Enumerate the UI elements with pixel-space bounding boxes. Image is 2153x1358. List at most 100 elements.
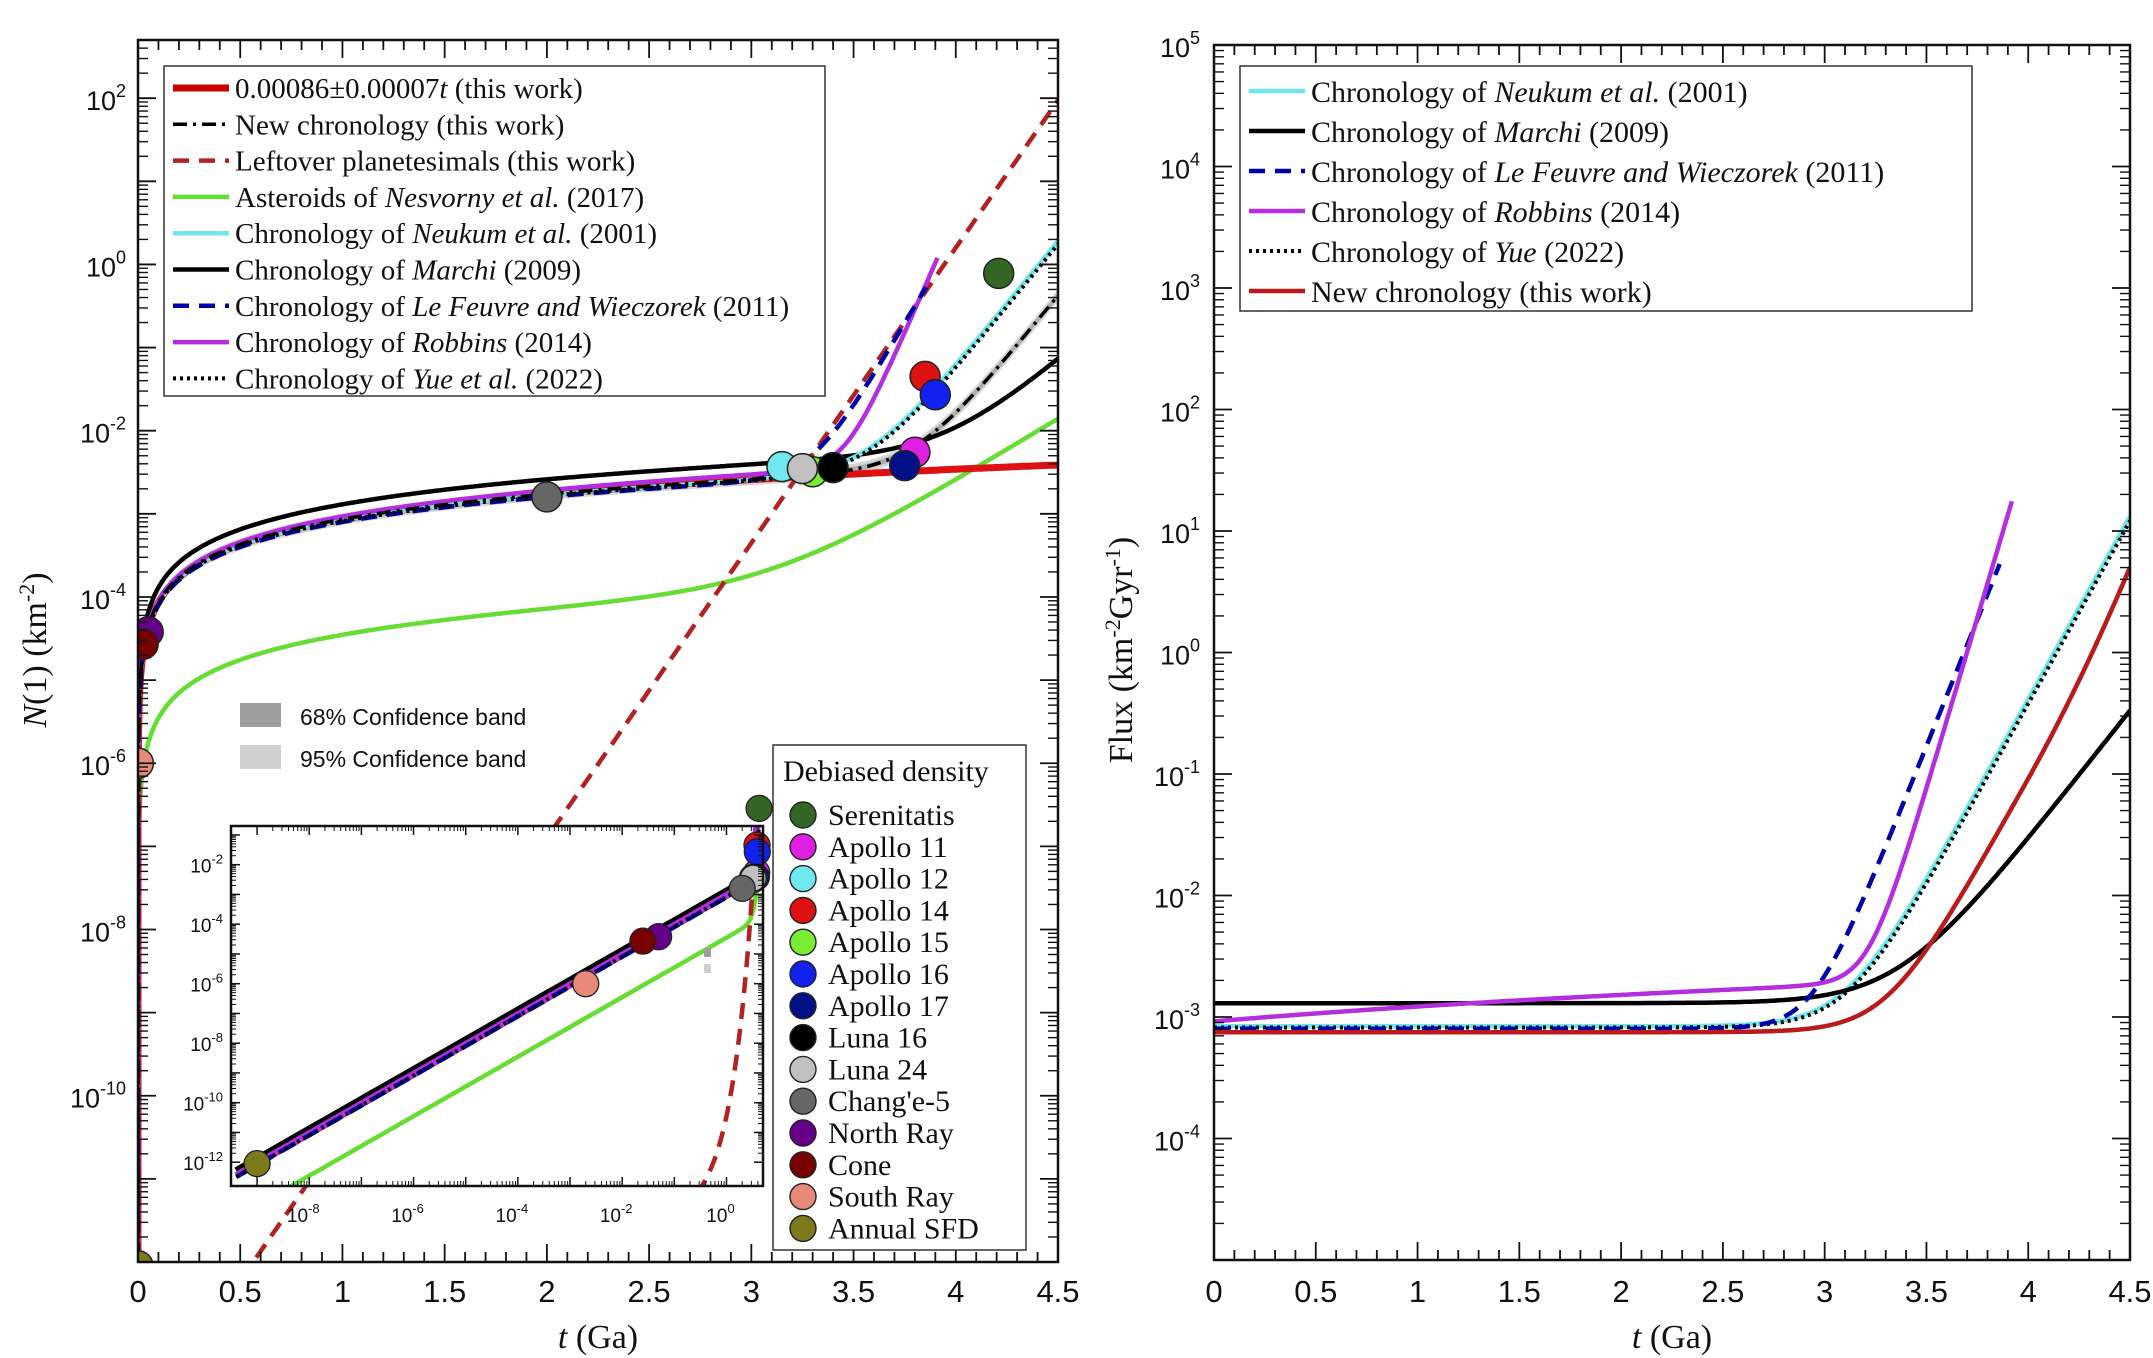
right-legend-label: New chronology (this work)	[1311, 276, 1652, 309]
flux-curve-marchi	[1214, 709, 2130, 1006]
inset-point-south-ray	[572, 970, 600, 998]
left-legend-label: Asteroids of Nesvorny et al. (2017)	[235, 182, 644, 214]
inset-band-mark-95	[704, 964, 711, 973]
inset-y-tick-label: 10-10	[183, 1090, 223, 1116]
right-curves	[1214, 500, 2130, 1035]
inset-point-apollo-16	[743, 838, 771, 866]
right-y-tick-label: 102	[1160, 393, 1200, 428]
points-legend-marker	[789, 928, 817, 956]
points-legend-label: Apollo 17	[828, 990, 949, 1023]
right-y-tick-label: 10-3	[1154, 1000, 1200, 1035]
right-x-tick-label: 2	[1612, 1274, 1629, 1309]
left-legend-label: Chronology of Neukum et al. (2001)	[235, 218, 657, 250]
flux-curve-yue	[1214, 519, 2130, 1030]
points-legend-label: Apollo 15	[828, 926, 949, 959]
left-legend-label: Chronology of Marchi (2009)	[235, 255, 581, 287]
inset-curve-asteroids	[286, 860, 763, 1186]
right-legend-label: Chronology of Marchi (2009)	[1311, 116, 1669, 149]
left-legend-label: Chronology of Le Feuvre and Wieczorek (2…	[235, 291, 789, 323]
points-legend-label: Serenitatis	[828, 799, 955, 832]
inset-plot: 10-8 10-6 10-4 10-2 100 10-2 10-4 10-6 10-8 10-10…	[183, 794, 773, 1227]
band-95-swatch	[240, 745, 281, 769]
left-x-tick-label: 0.5	[219, 1274, 262, 1309]
points-legend-label: Luna 24	[828, 1053, 927, 1086]
points-legend-label: Chang'e-5	[828, 1085, 950, 1118]
left-x-tick-label: 0	[129, 1274, 146, 1309]
confidence-band-legend: 68% Confidence band 95% Confidence band	[240, 703, 526, 772]
right-y-tick-label: 105	[1160, 28, 1200, 63]
left-legend-label: 0.00086±0.00007t (this work)	[235, 73, 583, 105]
right-x-tick-label: 1	[1409, 1274, 1426, 1309]
inset-x-tick-label: 10-4	[496, 1201, 529, 1227]
right-x-tick-label: 4.5	[2108, 1274, 2151, 1309]
inset-band-mark-68	[704, 948, 711, 957]
flux-curve-neukum	[1214, 515, 2130, 1029]
points-legend-title: Debiased density	[783, 755, 989, 788]
right-x-tick-labels: 0 0.5 1 1.5 2 2.5 3 3.5 4 4.5	[1205, 1274, 2151, 1309]
points-legend-marker	[789, 1055, 817, 1084]
right-y-tick-label: 104	[1160, 150, 1200, 185]
inset-curves	[234, 826, 763, 1186]
left-x-tick-label: 1	[334, 1274, 351, 1309]
data-point-serenitatis	[982, 257, 1015, 290]
points-legend-marker	[789, 1023, 817, 1052]
right-legend: Chronology of Neukum et al. (2001) Chrono…	[1239, 65, 1973, 312]
inset-point-cone	[629, 927, 657, 955]
left-x-tick-label: 1.5	[423, 1274, 466, 1309]
points-legend-label: Apollo 14	[828, 894, 949, 927]
points-legend-label: Apollo 12	[828, 863, 949, 896]
data-point-luna-16	[817, 451, 849, 484]
right-legend-box	[1239, 65, 1973, 312]
points-legend-label: South Ray	[828, 1181, 954, 1214]
right-x-tick-label: 3	[1816, 1274, 1833, 1309]
right-y-tick-label: 10-1	[1154, 757, 1200, 792]
points-legend-marker	[789, 896, 817, 925]
inset-x-tick-label: 10-6	[391, 1201, 424, 1227]
right-legend-label: Chronology of Yue (2022)	[1311, 236, 1624, 269]
right-y-tick-label: 103	[1160, 271, 1200, 306]
data-point-apollo-16	[919, 379, 952, 411]
points-legend-marker	[789, 1214, 817, 1243]
right-x-tick-label: 0.5	[1294, 1274, 1337, 1309]
points-legend-marker	[789, 801, 817, 829]
curve-robbins	[138, 256, 940, 1262]
left-legend-box	[163, 65, 826, 397]
inset-y-tick-label: 10-2	[190, 852, 223, 878]
right-y-axis-title: Flux (km-2Gyr-1)	[1100, 537, 1140, 764]
data-point-apollo-17	[888, 449, 921, 482]
right-y-tick-label: 100	[1160, 636, 1200, 671]
flux-curve-robbins	[1214, 500, 2015, 1024]
inset-y-tick-label: 10-8	[190, 1030, 223, 1056]
inset-y-tick-label: 10-6	[190, 971, 223, 997]
left-data-points	[138, 257, 1015, 1262]
right-legend-label: Chronology of Le Feuvre and Wieczorek (2…	[1311, 156, 1884, 189]
points-legend-marker	[789, 960, 817, 988]
points-legend-label: Apollo 11	[828, 831, 948, 864]
points-legend-marker	[789, 1119, 817, 1147]
right-x-tick-label: 0	[1205, 1274, 1222, 1309]
inset-tick-labels: 10-8 10-6 10-4 10-2 100 10-2 10-4 10-6 10-8 10-10…	[183, 852, 735, 1227]
left-x-tick-label: 4.5	[1036, 1274, 1079, 1309]
inset-point-annual-sfd	[243, 1149, 271, 1178]
right-legend-label: Chronology of Robbins (2014)	[1311, 196, 1680, 229]
data-point-chang-e-5	[531, 481, 563, 513]
left-x-tick-label: 3.5	[832, 1274, 875, 1309]
inset-curve-yue	[235, 826, 761, 1179]
points-legend-marker	[789, 864, 817, 893]
flux-curve-new-chronology	[1214, 566, 2130, 1035]
flux-curve-le-feuvre-wieczorek	[1214, 563, 2002, 1032]
left-panel: 0 0.5 1 1.5 2 2.5 3 3.5 4 4.5 10210010-210-410-61…	[14, 38, 1080, 1356]
data-point-luna-24	[786, 452, 819, 485]
right-x-tick-label: 4	[2020, 1274, 2037, 1309]
right-ticks	[1213, 44, 2131, 1261]
inset-ticks	[231, 826, 764, 1186]
data-point-cone	[138, 628, 159, 660]
left-legend-label: Chronology of Robbins (2014)	[235, 327, 592, 359]
right-panel: 0 0.5 1 1.5 2 2.5 3 3.5 4 4.5 1051041031021011001…	[1100, 28, 2152, 1356]
inset-point-serenitatis	[745, 794, 773, 823]
points-legend-marker	[789, 833, 817, 861]
points-legend-marker	[789, 1182, 817, 1211]
right-legend-label: Chronology of Neukum et al. (2001)	[1311, 76, 1748, 109]
